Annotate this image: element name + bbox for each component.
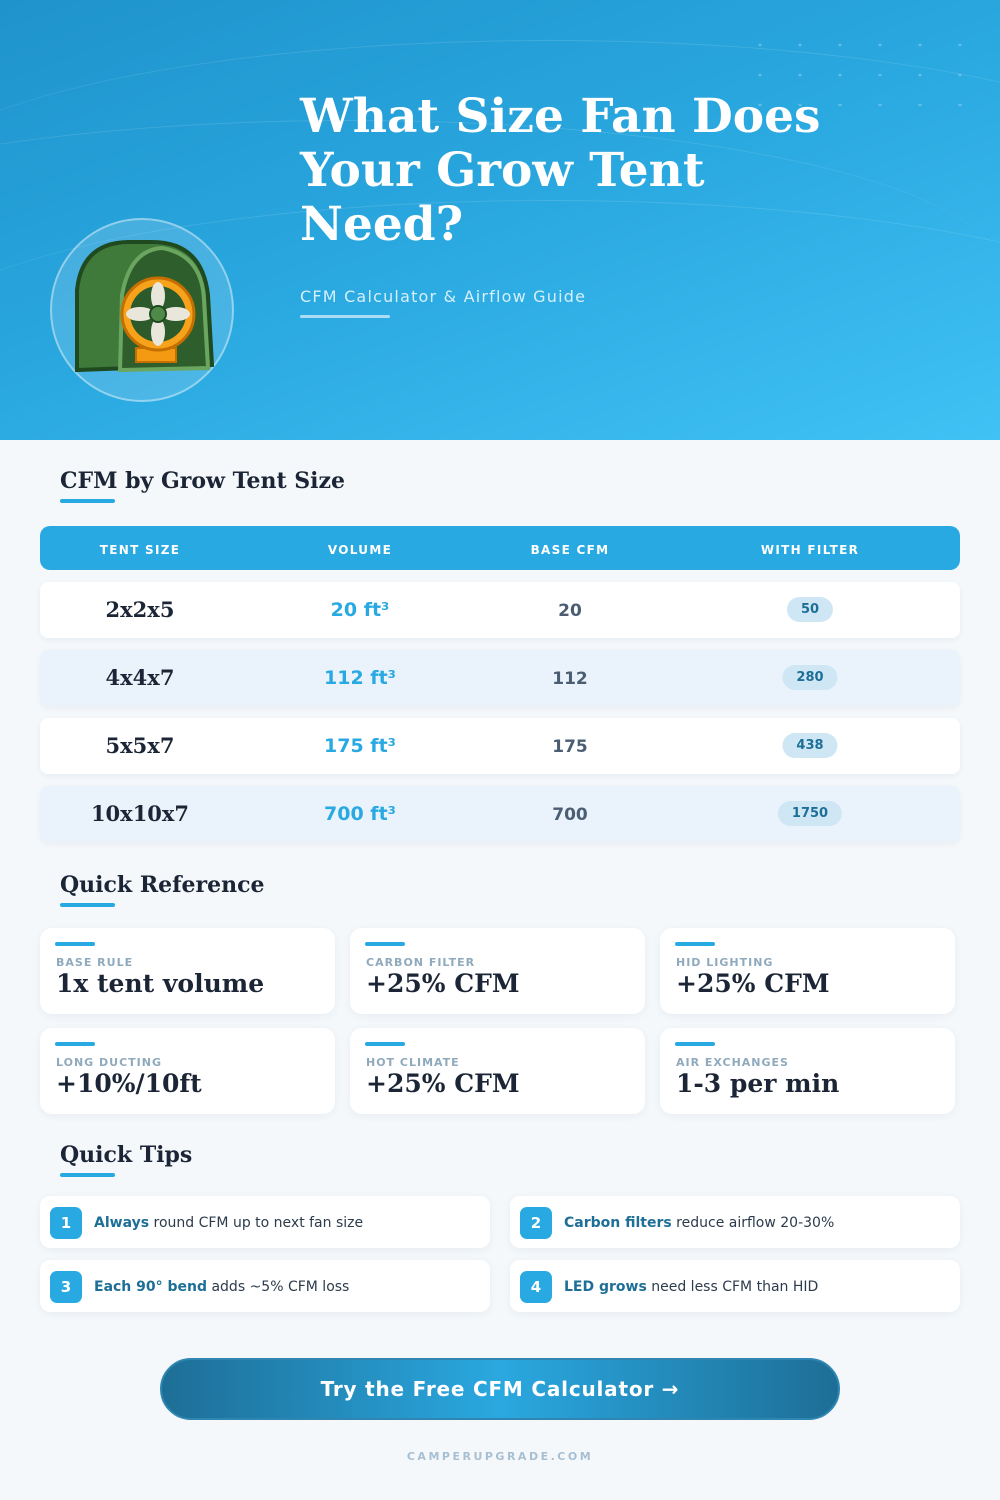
tip-text: Always round CFM up to next fan size [94, 1215, 363, 1231]
filter-cfm-badge: 280 [782, 665, 838, 690]
section-underline [60, 1173, 115, 1177]
card-accent [365, 1042, 405, 1046]
card-accent [55, 942, 95, 946]
tip-body: need less CFM than HID [646, 1279, 819, 1295]
table-row: 4x4x7 112 ft³ 112 280 [40, 650, 960, 706]
card-value: +25% CFM [676, 969, 830, 998]
tent-size: 10x10x7 [90, 801, 190, 826]
tip-text: Each 90° bend adds ~5% CFM loss [94, 1279, 349, 1295]
tent-size: 4x4x7 [105, 665, 175, 690]
tip-item: 2 Carbon filters reduce airflow 20-30% [510, 1196, 960, 1248]
filter-cfm-badge: 50 [786, 597, 834, 622]
tip-highlight: LED grows [564, 1279, 647, 1295]
reference-card: LONG DUCTING +10%/10ft [40, 1028, 335, 1114]
subtitle-underline [300, 315, 390, 318]
base-cfm: 700 [552, 805, 588, 825]
volume: 175 ft³ [324, 735, 396, 757]
base-cfm: 175 [552, 737, 588, 757]
footer-site: CAMPERUPGRADE.COM [406, 1450, 594, 1463]
reference-card: HID LIGHTING +25% CFM [660, 928, 955, 1014]
filter-cfm-badge: 1750 [777, 801, 843, 826]
reference-card: HOT CLIMATE +25% CFM [350, 1028, 645, 1114]
tip-number-badge: 2 [520, 1207, 552, 1239]
reference-card: CARBON FILTER +25% CFM [350, 928, 645, 1014]
card-label: LONG DUCTING [56, 1056, 162, 1069]
tip-item: 3 Each 90° bend adds ~5% CFM loss [40, 1260, 490, 1312]
card-value: 1x tent volume [56, 969, 265, 998]
hero-banner: What Size Fan Does Your Grow Tent Need? … [0, 0, 1000, 440]
filter-cfm-badge: 438 [782, 733, 838, 758]
card-label: AIR EXCHANGES [676, 1056, 789, 1069]
tip-highlight: Always [94, 1215, 150, 1231]
table-header: TENT SIZE VOLUME BASE CFM WITH FILTER [40, 526, 960, 570]
wave-decoration [0, 200, 1000, 440]
volume: 112 ft³ [324, 667, 396, 689]
column-header-with-filter: WITH FILTER [760, 543, 860, 557]
section-underline [60, 903, 115, 907]
card-label: HOT CLIMATE [366, 1056, 460, 1069]
card-accent [365, 942, 405, 946]
section-title-cfm-table: CFM by Grow Tent Size [60, 468, 346, 494]
reference-card: AIR EXCHANGES 1-3 per min [660, 1028, 955, 1114]
card-accent [675, 942, 715, 946]
section-title-quick-tips: Quick Tips [60, 1142, 193, 1168]
tent-size: 5x5x7 [105, 733, 175, 758]
card-value: +10%/10ft [56, 1069, 202, 1098]
column-header-tent-size: TENT SIZE [99, 543, 181, 557]
tip-body: reduce airflow 20-30% [671, 1215, 835, 1231]
tip-body: adds ~5% CFM loss [207, 1279, 350, 1295]
base-cfm: 20 [558, 601, 582, 621]
wave-decoration [0, 40, 1000, 340]
section-title-quick-reference: Quick Reference [60, 872, 265, 898]
card-value: +25% CFM [366, 1069, 520, 1098]
tip-number-badge: 4 [520, 1271, 552, 1303]
card-accent [675, 1042, 715, 1046]
volume: 20 ft³ [330, 599, 390, 621]
tip-highlight: Carbon filters [564, 1215, 672, 1231]
tent-size: 2x2x5 [105, 597, 175, 622]
cfm-calculator-button[interactable]: Try the Free CFM Calculator → [160, 1358, 840, 1420]
column-header-volume: VOLUME [327, 543, 393, 557]
base-cfm: 112 [552, 669, 588, 689]
tip-text: LED grows need less CFM than HID [564, 1279, 818, 1295]
page-title: What Size Fan Does Your Grow Tent Need? [300, 89, 821, 252]
page-subtitle: CFM Calculator & Airflow Guide [300, 287, 587, 306]
table-row: 10x10x7 700 ft³ 700 1750 [40, 786, 960, 842]
tip-item: 4 LED grows need less CFM than HID [510, 1260, 960, 1312]
tip-item: 1 Always round CFM up to next fan size [40, 1196, 490, 1248]
tip-number-badge: 3 [50, 1271, 82, 1303]
card-value: 1-3 per min [676, 1069, 840, 1098]
card-accent [55, 1042, 95, 1046]
tip-number-badge: 1 [50, 1207, 82, 1239]
grow-tent-fan-icon [50, 218, 234, 402]
section-underline [60, 499, 115, 503]
card-label: HID LIGHTING [676, 956, 774, 969]
table-row: 5x5x7 175 ft³ 175 438 [40, 718, 960, 774]
reference-card: BASE RULE 1x tent volume [40, 928, 335, 1014]
card-value: +25% CFM [366, 969, 520, 998]
tip-text: Carbon filters reduce airflow 20-30% [564, 1215, 834, 1231]
tip-body: round CFM up to next fan size [149, 1215, 364, 1231]
card-label: BASE RULE [56, 956, 134, 969]
volume: 700 ft³ [324, 803, 396, 825]
dot-pattern [740, 30, 970, 110]
column-header-base-cfm: BASE CFM [530, 543, 610, 557]
card-label: CARBON FILTER [366, 956, 476, 969]
tip-highlight: Each 90° bend [94, 1279, 208, 1295]
table-row: 2x2x5 20 ft³ 20 50 [40, 582, 960, 638]
